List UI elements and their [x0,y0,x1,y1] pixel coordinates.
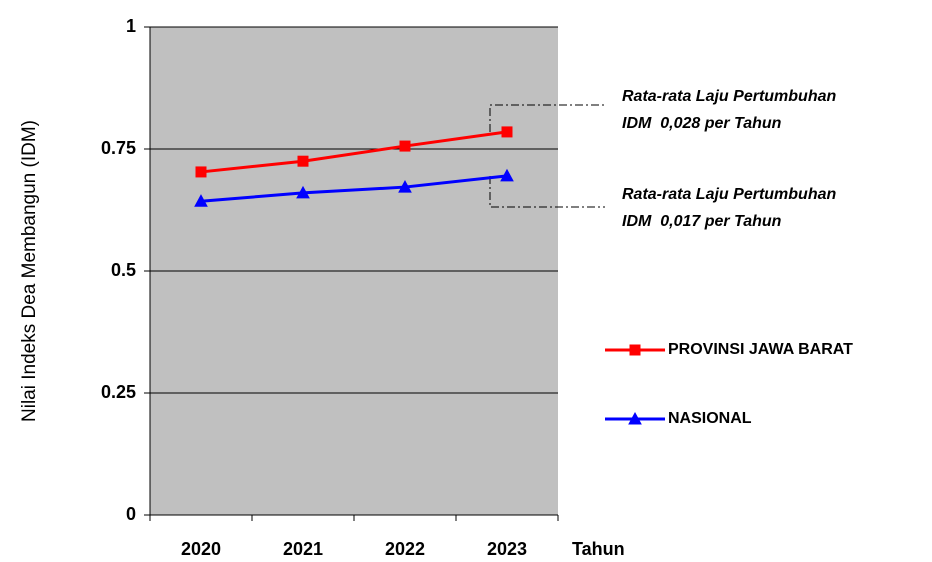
x-tick-label: 2020 [181,539,221,559]
legend-label: PROVINSI JAWA BARAT [668,341,853,358]
data-point [297,155,309,167]
annotation: Rata-rata Laju Pertumbuhan [622,88,836,105]
y-tick-label: 0.5 [111,260,136,280]
legend-marker [629,344,641,356]
annotation: IDM 0,017 per Tahun [622,213,782,230]
annotation-brackets [489,104,605,208]
data-point [399,140,411,152]
data-point [501,126,513,138]
annotation: Rata-rata Laju Pertumbuhan [622,186,836,203]
x-tick-label: 2022 [385,539,425,559]
annotation: IDM 0,028 per Tahun [622,115,782,132]
bracket [489,104,605,132]
data-point [398,180,412,193]
y-tick-label: 0.75 [101,138,136,158]
data-point [195,166,207,178]
y-tick-label: 1 [126,16,136,36]
x-axis-label: Tahun [572,539,625,559]
x-tick-label: 2021 [283,539,323,559]
legend-label: NASIONAL [668,410,752,427]
series-line [200,174,508,203]
x-tick-label: 2023 [487,539,527,559]
data-point [500,168,514,182]
y-tick-label: 0 [126,504,136,524]
y-axis-label: Nilai Indeks Dea Membangun (IDM) [19,120,40,422]
legend-marker [628,411,642,425]
data-point [296,185,310,199]
data-point [194,194,208,207]
bracket [489,176,605,208]
series-line [200,130,508,174]
y-tick-label: 0.25 [101,382,136,402]
